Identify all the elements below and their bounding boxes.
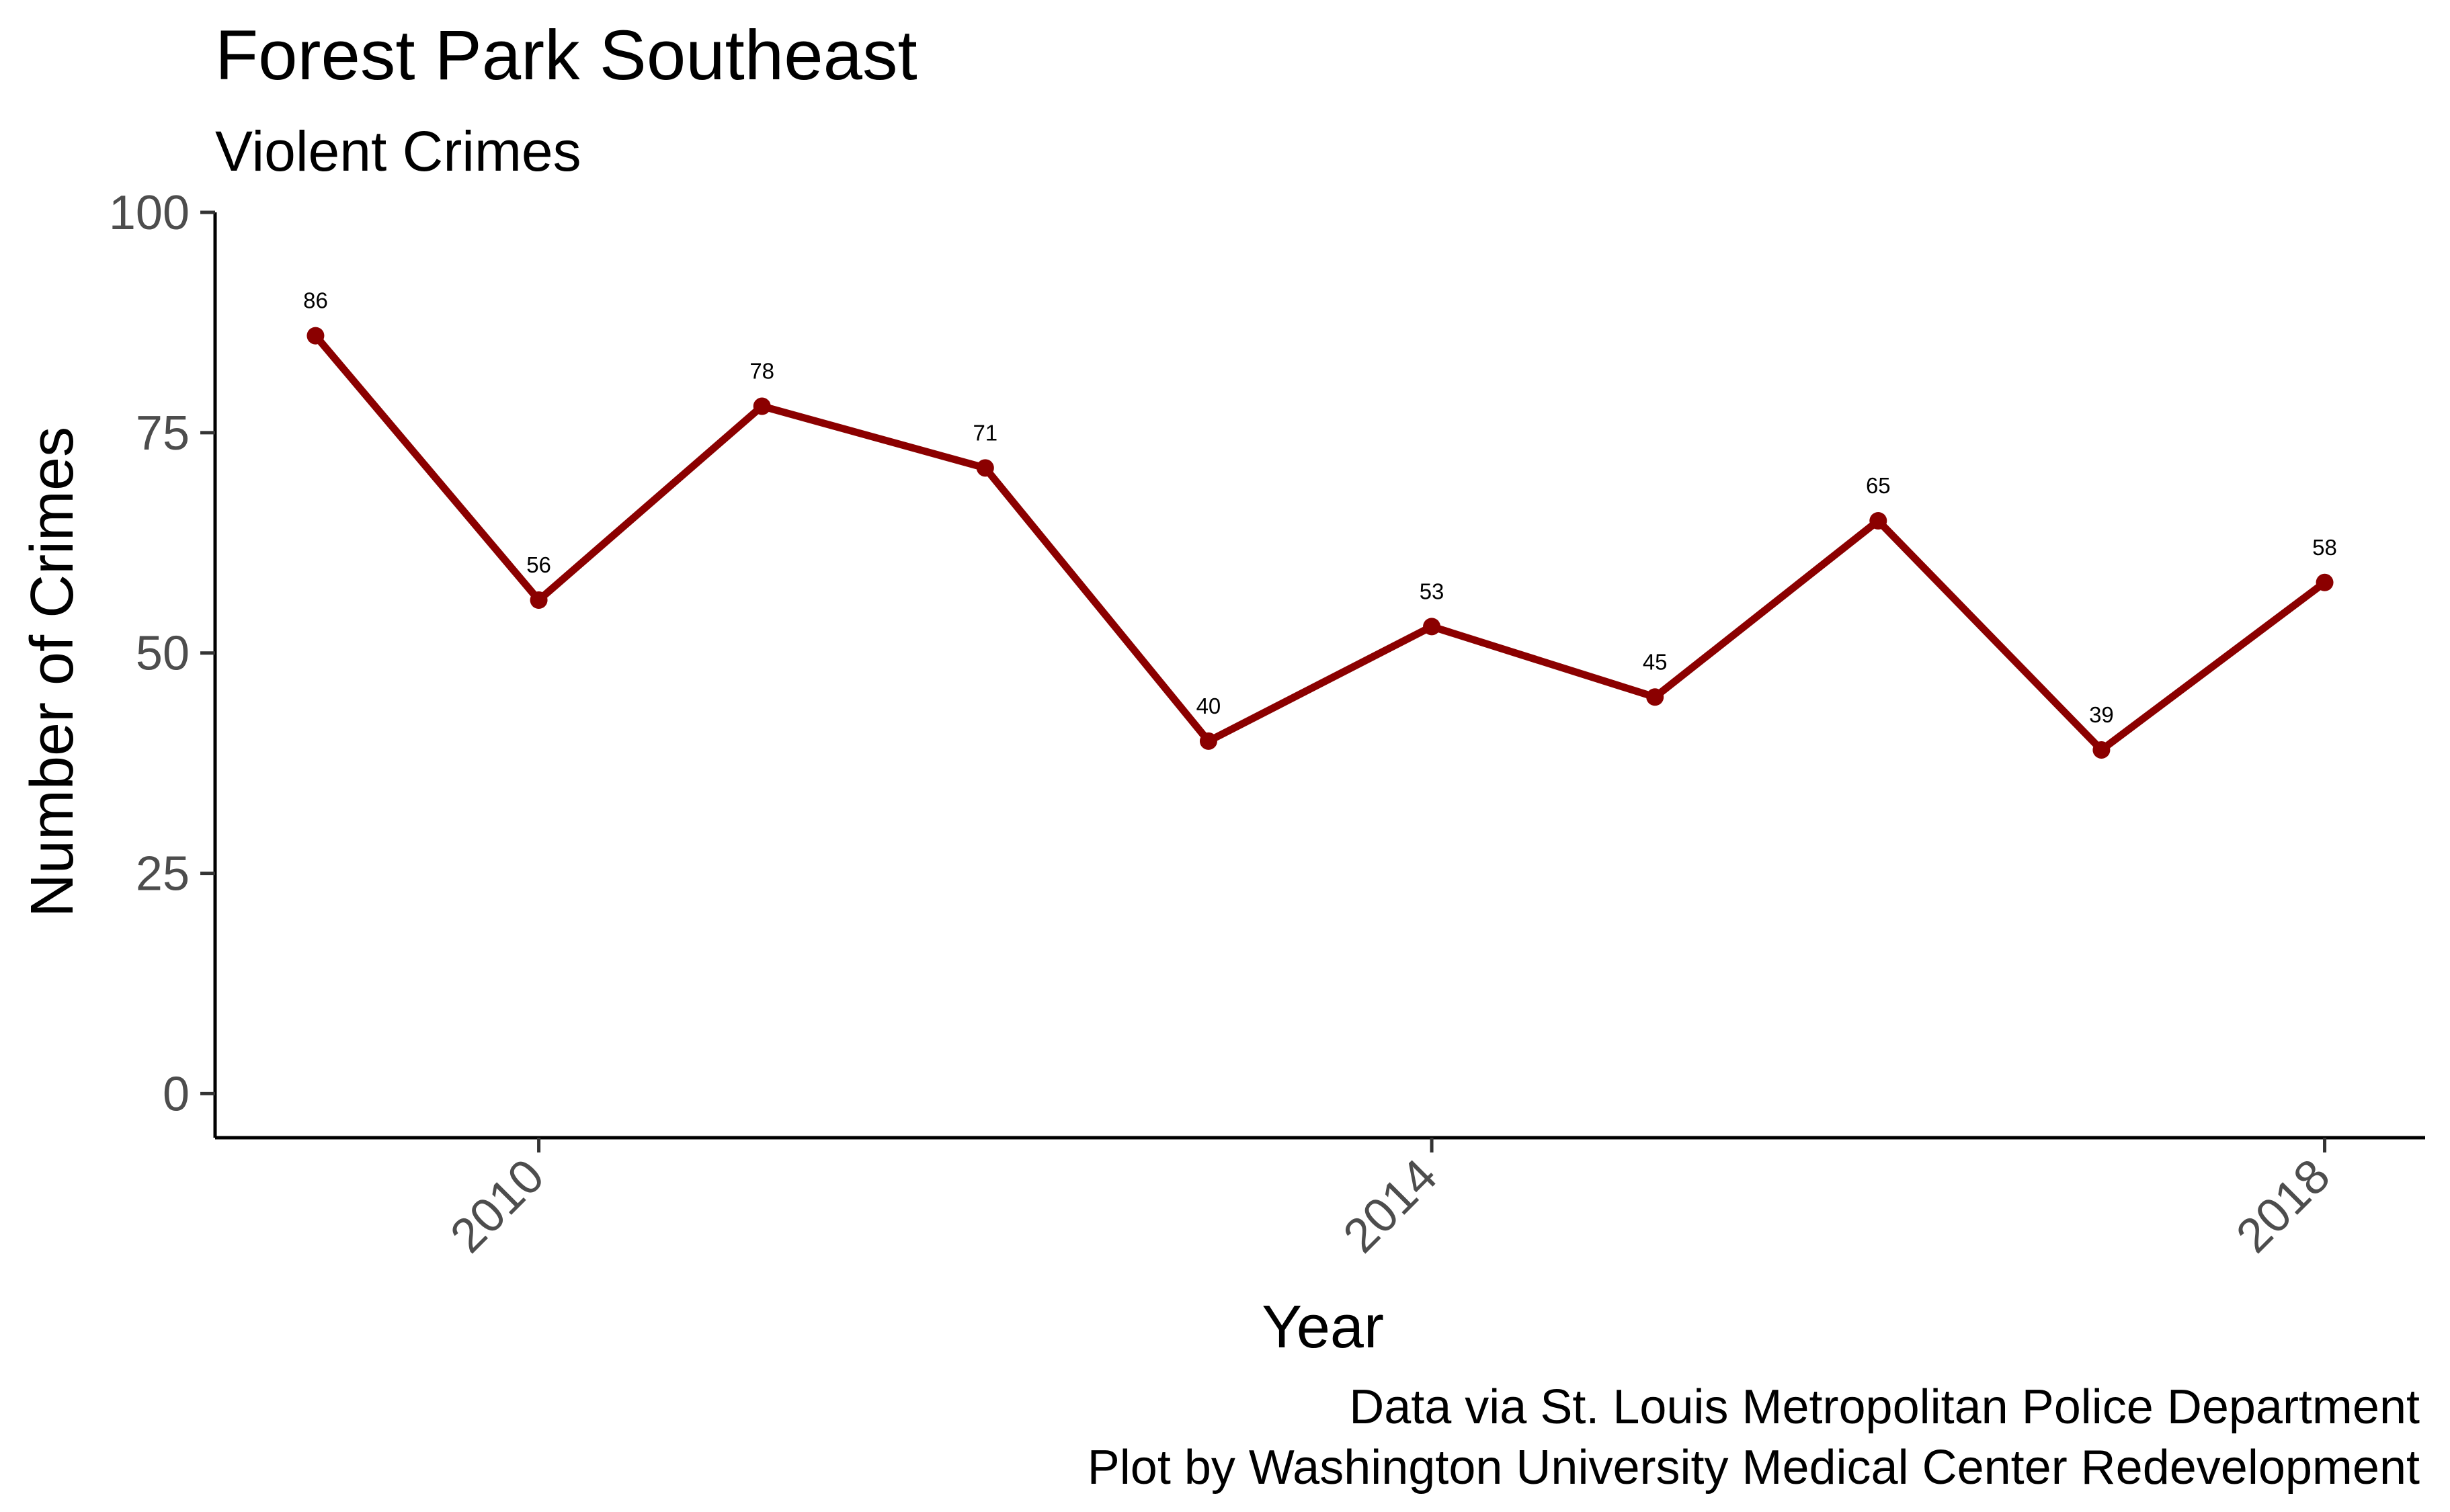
y-tick-label: 50 (136, 627, 190, 681)
data-point (2316, 573, 2334, 591)
y-axis-title: Number of Crimes (19, 427, 86, 917)
y-tick-label: 75 (136, 407, 190, 460)
chart-title: Forest Park Southeast (215, 16, 917, 95)
data-label: 40 (1196, 694, 1221, 718)
series-layer: 86 56 78 71 40 53 45 65 39 58 (303, 288, 2337, 759)
series-line (311, 332, 2329, 754)
y-tick-label: 25 (136, 847, 190, 901)
y-tick-label: 0 (163, 1067, 190, 1121)
caption-line-1: Data via St. Louis Metropolitan Police D… (1349, 1380, 2420, 1434)
data-label: 78 (749, 359, 774, 384)
data-point (1199, 732, 1217, 750)
data-label: 86 (303, 288, 328, 313)
data-point (1869, 512, 1887, 530)
data-label: 53 (1420, 579, 1444, 603)
data-label: 71 (973, 420, 997, 445)
data-point (753, 397, 771, 415)
x-tick-label: 2010 (440, 1149, 555, 1263)
y-tick-label: 100 (109, 186, 190, 240)
data-point (530, 591, 548, 610)
data-point (1646, 688, 1664, 706)
data-label: 56 (526, 552, 551, 577)
x-axis-title: Year (1262, 1294, 1384, 1361)
chart-subtitle: Violent Crimes (215, 120, 581, 183)
data-label: 39 (2089, 702, 2114, 727)
data-point (307, 327, 325, 345)
data-point (1423, 618, 1441, 636)
caption-line-2: Plot by Washington University Medical Ce… (1088, 1441, 2420, 1495)
x-tick-label: 2018 (2226, 1149, 2340, 1263)
data-label: 65 (1866, 473, 1891, 498)
data-point (976, 459, 994, 477)
data-label: 58 (2312, 535, 2337, 560)
data-point (2092, 741, 2111, 759)
data-label: 45 (1643, 649, 1668, 674)
x-tick-label: 2014 (1334, 1149, 1448, 1263)
